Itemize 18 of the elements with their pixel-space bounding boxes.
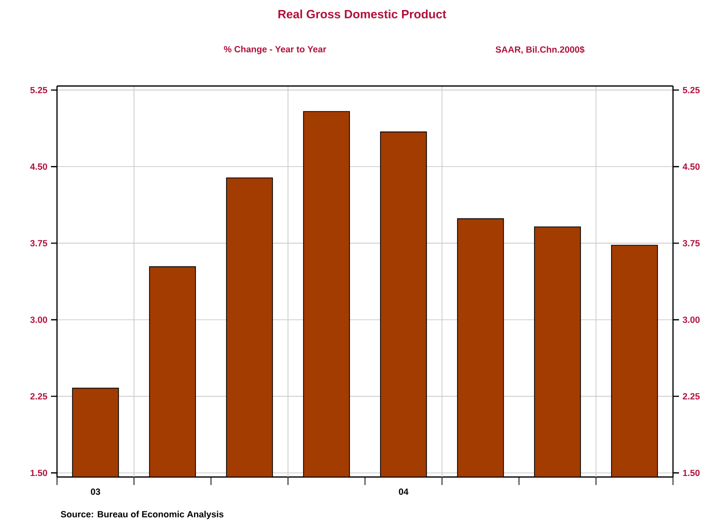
chart-subtitle: % Change - Year to Year bbox=[224, 46, 326, 54]
y-tick-label: 3.75 bbox=[30, 240, 48, 246]
y-tick-label: 4.50 bbox=[30, 163, 48, 170]
y-tick-label: 2.25 bbox=[30, 393, 48, 400]
y2-tick-label: 4.50 bbox=[682, 163, 700, 170]
y2-tick-label: 3.00 bbox=[682, 316, 700, 323]
y-tick-label: 5.25 bbox=[30, 86, 48, 94]
x-tick-label: 04 bbox=[398, 488, 408, 495]
chart-title: Real Gross Domestic Product bbox=[278, 10, 446, 18]
y-tick-label: 1.50 bbox=[30, 470, 48, 476]
y-tick-label: 3.00 bbox=[30, 316, 48, 323]
source-note: Source: Bureau of Economic Analysis bbox=[60, 510, 224, 520]
y2-tick-label: 5.25 bbox=[682, 86, 700, 94]
y2-tick-label: 1.50 bbox=[683, 470, 700, 476]
y2-tick-label: 2.25 bbox=[682, 393, 700, 400]
x-tick-label: 03 bbox=[90, 488, 100, 495]
text: SAAR, Bil.Chn.2000$ bbox=[496, 46, 584, 54]
y2-tick-label: 3.75 bbox=[682, 240, 700, 246]
